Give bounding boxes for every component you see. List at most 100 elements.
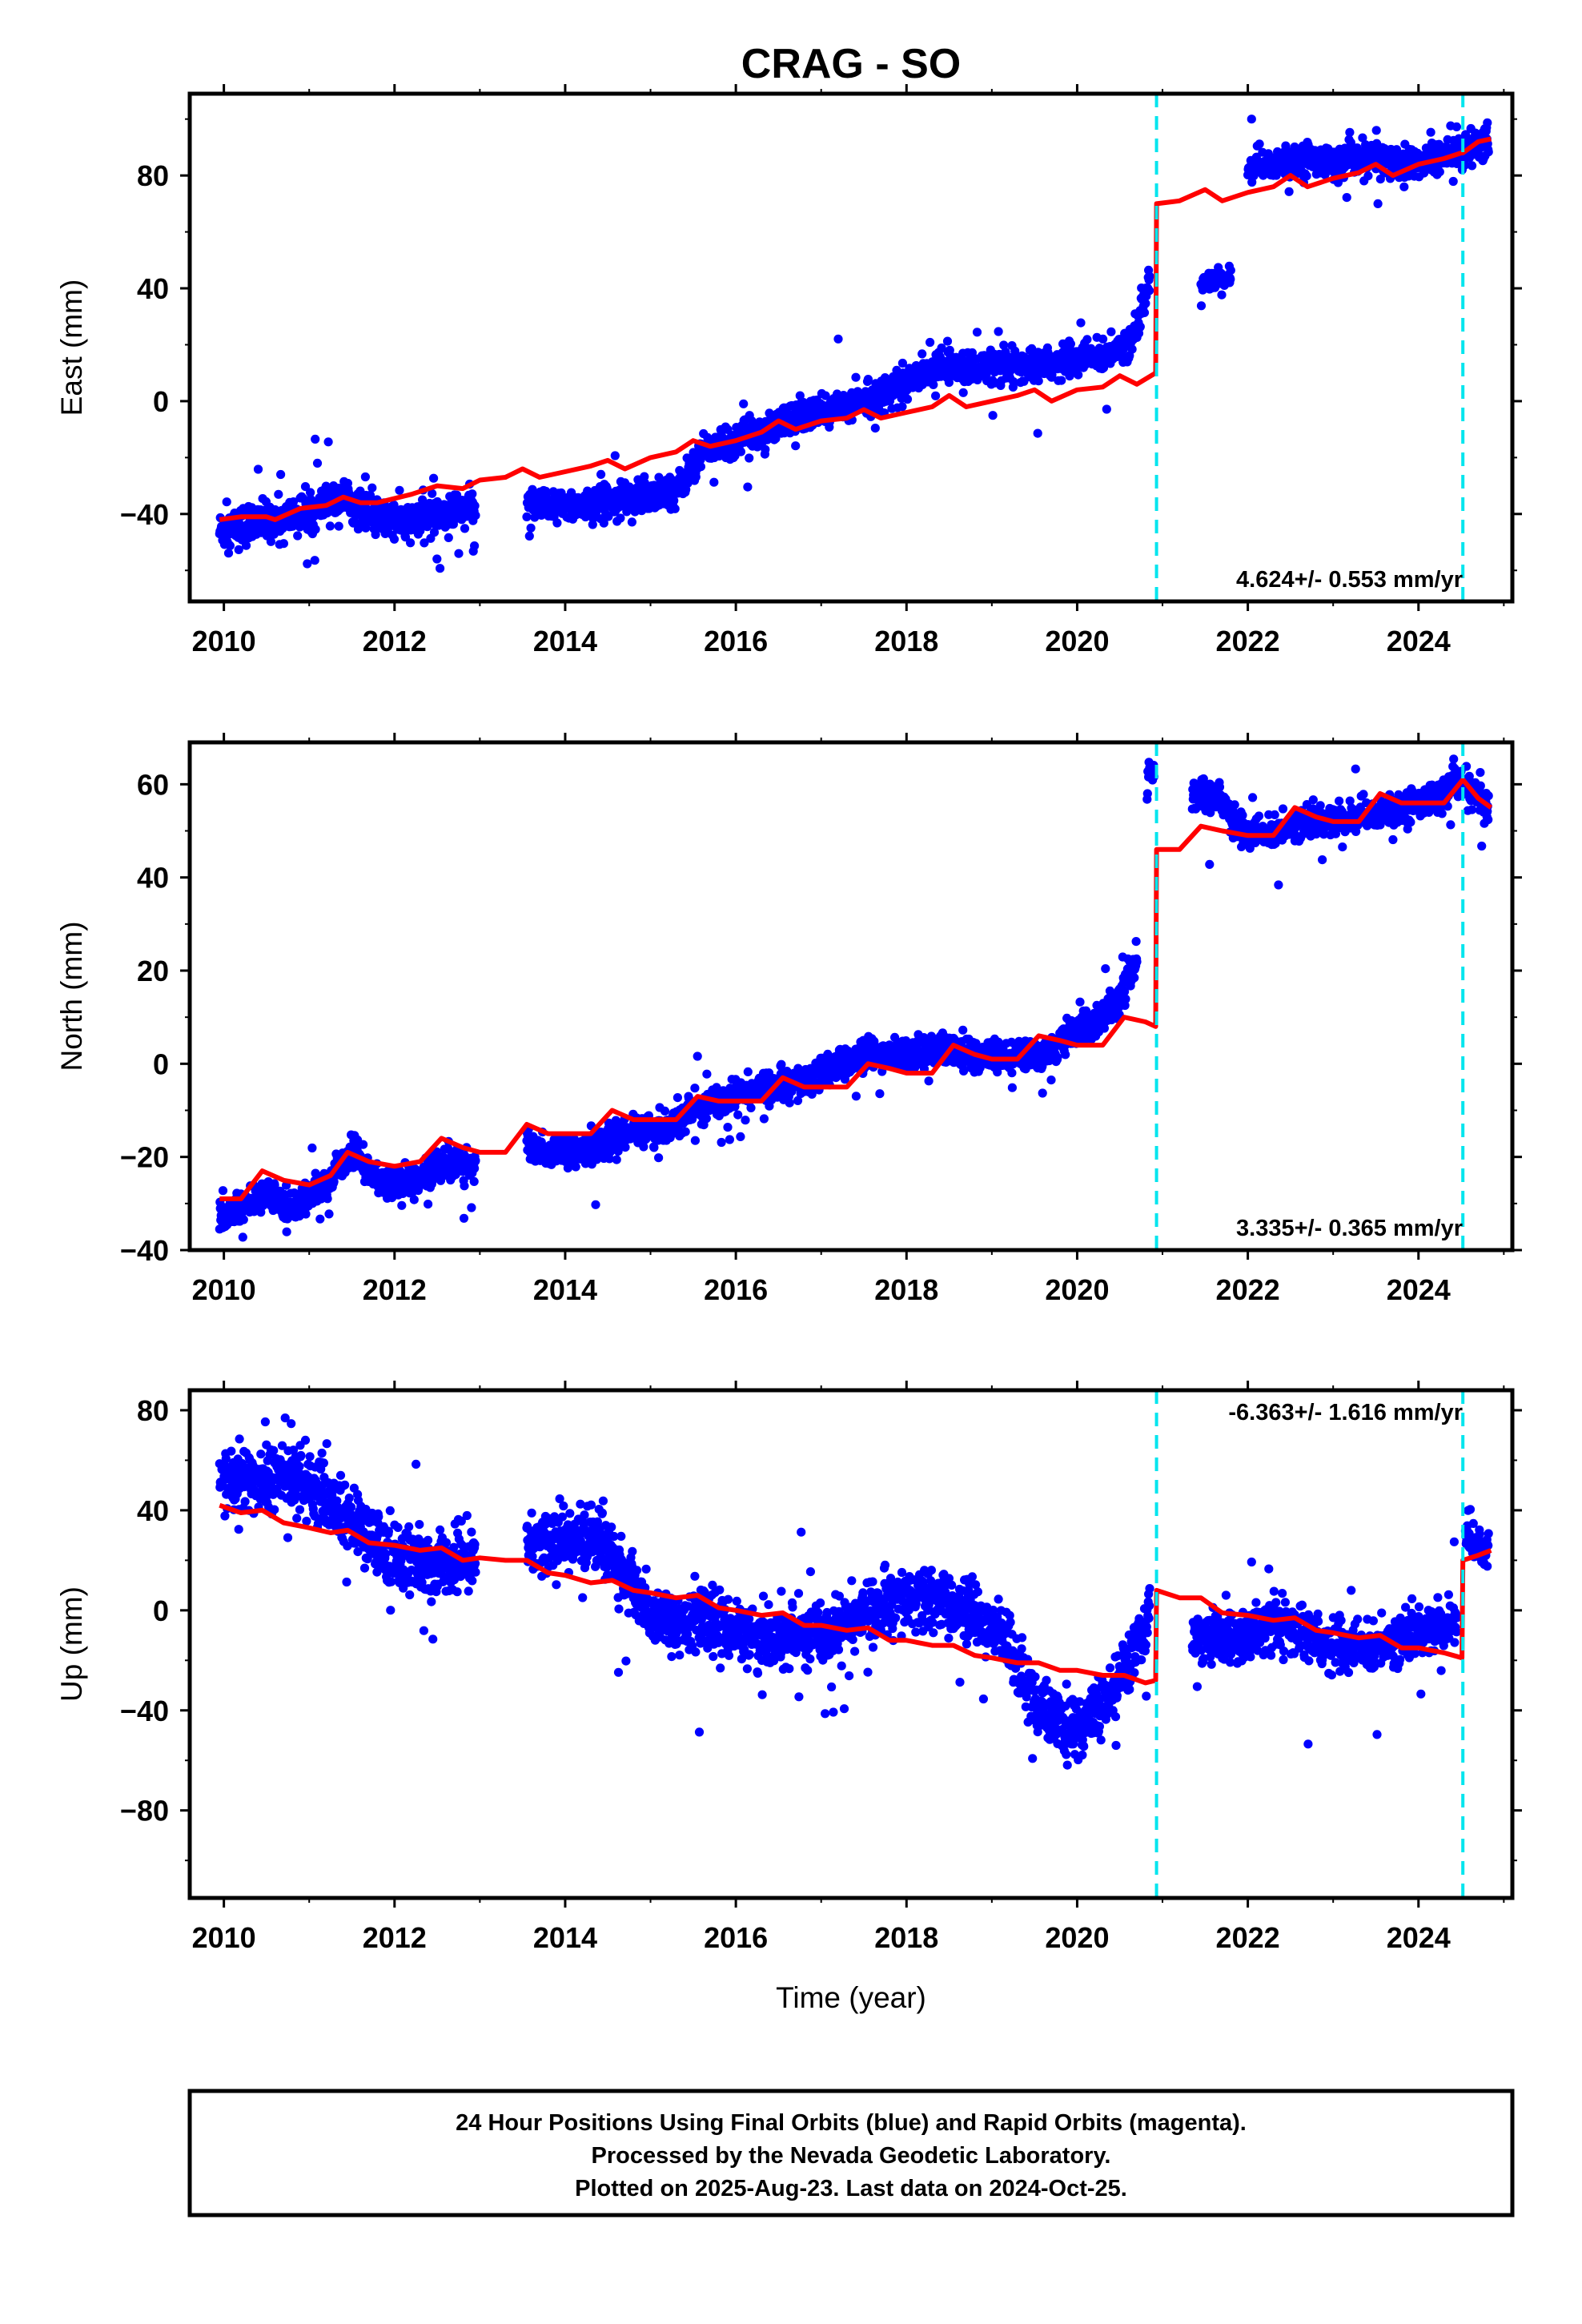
data-point	[683, 479, 693, 489]
data-point	[1452, 122, 1461, 131]
x-tick-label: 2024	[1387, 625, 1451, 657]
data-point	[851, 372, 861, 382]
x-tick-label: 2022	[1216, 625, 1280, 657]
data-point	[709, 477, 719, 487]
data-point	[1448, 176, 1458, 187]
data-point	[312, 458, 323, 468]
data-point	[736, 447, 746, 456]
y-tick-label: 40	[137, 272, 169, 305]
data-point	[924, 1076, 934, 1086]
data-point	[917, 349, 927, 359]
data-point	[670, 504, 680, 513]
data-point	[1076, 318, 1086, 328]
data-point	[851, 1092, 861, 1101]
data-point	[526, 523, 536, 533]
data-point	[994, 327, 1003, 336]
data-point	[591, 1200, 600, 1209]
data-point	[1033, 428, 1042, 438]
data-point	[745, 453, 754, 463]
data-point	[660, 1106, 670, 1116]
data-point	[897, 402, 907, 412]
data-point	[311, 525, 320, 534]
data-point	[1373, 199, 1383, 208]
data-point	[741, 1116, 750, 1125]
data-points	[522, 265, 1154, 541]
x-tick-label: 2016	[704, 625, 768, 657]
data-point	[278, 524, 287, 533]
data-point	[1074, 370, 1083, 380]
plot-area	[215, 754, 1493, 1242]
data-point	[691, 472, 701, 482]
data-points	[215, 434, 480, 573]
data-point	[1302, 171, 1311, 181]
data-point	[616, 513, 625, 523]
data-point	[821, 391, 830, 400]
data-point	[276, 469, 286, 480]
data-point	[324, 1209, 334, 1219]
data-point	[303, 559, 312, 569]
data-point	[460, 1181, 469, 1191]
data-point	[571, 1162, 580, 1172]
chart-title: CRAG - SO	[741, 41, 961, 87]
plot-area	[215, 115, 1493, 573]
data-point	[428, 489, 437, 498]
data-point	[702, 1069, 712, 1079]
data-point	[409, 1195, 419, 1204]
data-point	[791, 441, 801, 451]
data-point	[467, 1203, 476, 1212]
data-point	[325, 521, 335, 531]
data-point	[610, 451, 620, 460]
data-point	[1102, 404, 1111, 414]
data-point	[524, 531, 534, 541]
data-point	[1098, 363, 1109, 372]
data-point	[690, 1136, 701, 1145]
data-point	[429, 473, 439, 483]
data-point	[743, 482, 753, 492]
data-point	[1247, 115, 1256, 124]
data-point	[746, 1103, 756, 1112]
x-tick-label: 2010	[192, 625, 256, 657]
data-point	[222, 497, 231, 507]
data-point	[926, 337, 935, 348]
data-point	[673, 1093, 683, 1103]
data-point	[929, 380, 938, 389]
data-point	[1290, 142, 1299, 152]
data-point	[225, 541, 235, 551]
velocity-annotation: 4.624+/- 0.553 mm/yr	[1236, 567, 1463, 593]
data-point	[367, 483, 377, 493]
data-point	[1057, 376, 1066, 385]
data-point	[460, 524, 470, 533]
data-point	[253, 464, 263, 474]
data-point	[972, 328, 982, 337]
data-point	[612, 1155, 621, 1164]
x-tick-label: 2018	[874, 625, 938, 657]
data-point	[454, 549, 464, 558]
data-point	[863, 375, 873, 384]
data-point	[541, 490, 551, 500]
data-point	[241, 541, 251, 550]
data-point	[1145, 286, 1154, 296]
data-point	[942, 336, 953, 346]
data-point	[795, 391, 805, 400]
data-point	[279, 539, 288, 549]
data-point	[1066, 339, 1075, 348]
data-point	[266, 537, 275, 546]
data-point	[1127, 344, 1137, 354]
data-point	[736, 1132, 745, 1141]
data-point	[1141, 299, 1150, 308]
data-point	[1196, 301, 1207, 311]
data-point	[1426, 127, 1435, 137]
data-point	[459, 1213, 469, 1223]
data-point	[717, 1137, 726, 1148]
data-point	[282, 1227, 291, 1236]
data-point	[604, 1154, 614, 1164]
data-point	[389, 534, 400, 544]
data-point	[1106, 327, 1116, 336]
data-point	[988, 411, 998, 420]
data-point	[334, 521, 343, 531]
data-point	[288, 497, 299, 507]
data-point	[468, 489, 477, 499]
data-point	[371, 529, 380, 540]
data-point	[1342, 193, 1351, 203]
